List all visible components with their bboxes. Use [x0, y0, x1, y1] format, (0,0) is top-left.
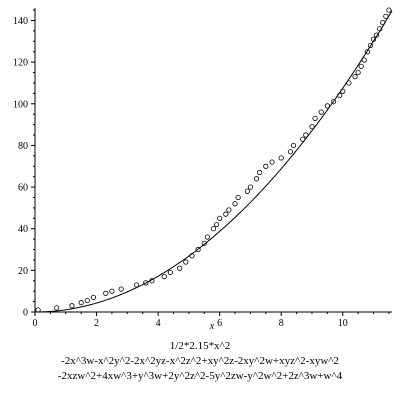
data-point [133, 282, 140, 288]
y-tick-label: 140 [13, 16, 28, 27]
data-point [330, 99, 337, 105]
data-point [244, 188, 250, 194]
y-tick-label: 60 [18, 183, 28, 194]
data-point [269, 159, 275, 165]
data-point [257, 169, 263, 176]
data-point [217, 215, 223, 221]
data-point [290, 142, 297, 149]
data-point [303, 132, 309, 138]
data-point [383, 13, 389, 19]
data-point [309, 124, 315, 130]
data-point [69, 303, 75, 309]
y-tick-label: 120 [13, 58, 28, 69]
data-point [364, 49, 370, 55]
data-point [380, 19, 386, 26]
axes [34, 8, 392, 313]
data-point [226, 207, 232, 213]
data-point [223, 211, 229, 217]
data-point [358, 63, 364, 69]
data-point [103, 290, 109, 296]
data-point [35, 307, 41, 313]
data-point [253, 176, 260, 182]
data-point [352, 74, 358, 80]
y-tick-label: 80 [18, 141, 28, 152]
data-point [337, 92, 343, 99]
data-point [143, 280, 149, 286]
y-tick-label: 100 [13, 99, 28, 110]
x-tick-label: 0 [33, 318, 38, 329]
data-point [386, 7, 392, 13]
data-point [232, 201, 238, 207]
data-point [367, 42, 374, 49]
data-point [149, 278, 155, 284]
data-points-layer [35, 7, 392, 313]
data-point [195, 246, 201, 253]
data-point [189, 253, 195, 259]
data-point [213, 221, 220, 228]
fit-curve-layer [34, 10, 393, 313]
x-axis-label: x [209, 321, 215, 332]
x-axis-ticks: 0 2 4 6 8 10 [33, 312, 390, 329]
data-point [167, 269, 174, 276]
data-point [278, 155, 284, 161]
data-point [53, 305, 60, 311]
x-tick-label: 6 [217, 318, 222, 329]
x-tick-label: 2 [94, 318, 99, 329]
data-point [263, 163, 269, 169]
caption-line-1: 1/2*2.15*x^2 [169, 340, 231, 352]
data-point [118, 286, 124, 292]
data-point [377, 26, 383, 32]
y-tick-label: 20 [18, 266, 28, 277]
data-point [340, 88, 346, 94]
data-point [300, 136, 306, 142]
data-point [312, 115, 318, 121]
data-point [84, 297, 90, 304]
data-point [235, 194, 241, 201]
data-point [183, 259, 189, 265]
x-tick-label: 4 [156, 318, 161, 329]
caption-line-3: -2xzw^2+4xw^3+y^3w+2y^2z^2-5y^2zw-y^2w^2… [57, 370, 343, 382]
data-point [355, 69, 361, 76]
data-point [346, 80, 352, 86]
fit-curve-line [34, 10, 393, 313]
data-point [210, 226, 217, 232]
data-point [324, 103, 330, 109]
data-point [287, 149, 294, 155]
data-point [161, 274, 167, 280]
data-point [247, 184, 254, 190]
x-tick-label: 8 [279, 318, 284, 329]
data-point [370, 36, 377, 42]
data-point [109, 288, 115, 294]
data-point [78, 300, 84, 306]
x-tick-label: 10 [338, 318, 348, 329]
y-tick-label: 0 [23, 308, 28, 319]
y-tick-label: 40 [18, 224, 28, 235]
data-point [204, 234, 210, 240]
data-point [374, 32, 380, 38]
y-axis-ticks: 0 20 40 60 80 100 120 140 [13, 9, 35, 319]
data-point [318, 109, 324, 115]
data-point [177, 265, 183, 271]
caption-line-2: -2x^3w-x^2y^2-2x^2yz-x^2z^2+xy^2z-2xy^2w… [61, 355, 339, 367]
data-point [90, 294, 97, 301]
data-point [201, 240, 207, 246]
data-point [361, 57, 367, 63]
